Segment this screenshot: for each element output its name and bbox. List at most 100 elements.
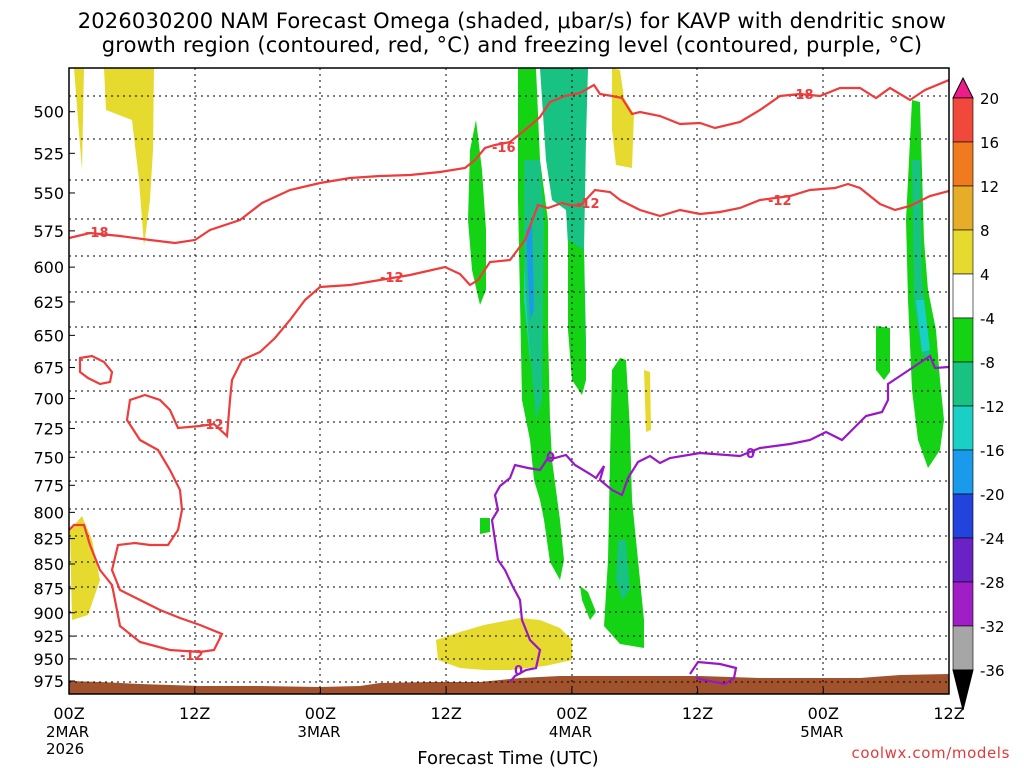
x-tick-label: 00Z bbox=[808, 704, 839, 723]
colorbar-arrow-top bbox=[952, 76, 974, 99]
dgz-contour-label: -12 bbox=[180, 649, 204, 664]
colorbar-label: -24 bbox=[980, 530, 1005, 548]
colorbar-swatch bbox=[952, 449, 974, 495]
x-tick-label: 12Z bbox=[933, 704, 964, 723]
plot-frame bbox=[68, 67, 950, 695]
dgz-contour bbox=[69, 182, 949, 654]
colorbar-label: -4 bbox=[980, 310, 995, 328]
chart-title-line1: 2026030200 NAM Forecast Omega (shaded, μ… bbox=[77, 9, 947, 33]
x-tick-year: 2026 bbox=[46, 740, 84, 758]
colorbar-swatch bbox=[952, 581, 974, 627]
x-tick-label: 12Z bbox=[430, 704, 461, 723]
omega-shade-teal bbox=[616, 540, 630, 600]
dgz-contour-label: -18 bbox=[790, 88, 814, 103]
omega-shade-green bbox=[580, 586, 596, 620]
colorbar-label: -16 bbox=[980, 442, 1005, 460]
colorbar: 20 16 12 8 4 -4 -8 -12 -16 -20 -24 -28 -32 -36 bbox=[952, 76, 1005, 711]
y-tick-label: 975 bbox=[33, 672, 64, 691]
y-tick-label: 875 bbox=[33, 580, 64, 599]
omega-shade-green bbox=[906, 100, 944, 468]
colorbar-swatch bbox=[952, 141, 974, 187]
omega-shade-green bbox=[468, 120, 486, 305]
omega-shade-green bbox=[480, 518, 490, 534]
colorbar-label: -12 bbox=[980, 398, 1005, 416]
x-tick-date: 4MAR bbox=[549, 723, 592, 741]
freezing-contour bbox=[490, 354, 949, 683]
credit-text: coolwx.com/models bbox=[851, 744, 1010, 762]
x-tick-date: 3MAR bbox=[297, 723, 340, 741]
omega-shade-teal bbox=[912, 160, 930, 360]
y-tick-label: 550 bbox=[33, 184, 64, 203]
dgz-contour-label: -12 bbox=[576, 197, 600, 212]
y-tick-label: 700 bbox=[33, 390, 64, 409]
omega-shade-green bbox=[876, 326, 890, 380]
omega-shade-green bbox=[604, 358, 644, 648]
y-tick-label: 725 bbox=[33, 419, 64, 438]
x-tick-label: 00Z bbox=[53, 704, 84, 723]
y-tick-label: 500 bbox=[33, 103, 64, 122]
omega-shade-blue bbox=[526, 222, 534, 320]
freezing-contour-label: 0 bbox=[746, 447, 755, 462]
colorbar-swatch bbox=[952, 537, 974, 583]
colorbar-swatch bbox=[952, 317, 974, 363]
dgz-contour-label: -16 bbox=[492, 141, 516, 156]
dgz-contour bbox=[78, 354, 114, 386]
y-tick-label: 825 bbox=[33, 530, 64, 549]
dgz-contour-label: -12 bbox=[200, 418, 224, 433]
colorbar-swatch bbox=[952, 229, 974, 275]
colorbar-swatch bbox=[952, 185, 974, 231]
y-tick-label: 925 bbox=[33, 627, 64, 646]
omega-shade-yellow bbox=[70, 516, 100, 620]
x-tick-label: 00Z bbox=[556, 704, 587, 723]
x-tick-label: 00Z bbox=[305, 704, 336, 723]
colorbar-label: -20 bbox=[980, 486, 1005, 504]
chart-title-line2: growth region (contoured, red, °C) and f… bbox=[101, 33, 923, 57]
x-tick-label: 12Z bbox=[682, 704, 713, 723]
colorbar-label: -36 bbox=[980, 662, 1005, 680]
y-tick-label: 575 bbox=[33, 222, 64, 241]
freezing-contour-label: 0 bbox=[546, 451, 555, 466]
terrain-ground bbox=[69, 674, 949, 694]
colorbar-label: -8 bbox=[980, 354, 995, 372]
colorbar-swatch bbox=[952, 493, 974, 539]
omega-shade-teal bbox=[524, 160, 544, 420]
omega-shade-yellow bbox=[104, 68, 154, 246]
omega-shade-yellow bbox=[644, 370, 651, 432]
freezing-contour bbox=[689, 660, 738, 686]
x-axis-label: Forecast Time (UTC) bbox=[417, 748, 598, 768]
colorbar-swatch bbox=[952, 97, 974, 143]
colorbar-label: -32 bbox=[980, 618, 1005, 636]
y-tick-label: 600 bbox=[33, 258, 64, 277]
colorbar-label: 12 bbox=[980, 178, 999, 196]
colorbar-arrow-bottom bbox=[952, 669, 974, 711]
dgz-contour-label: -18 bbox=[85, 226, 109, 241]
omega-shade-yellow bbox=[436, 618, 572, 670]
y-tick-label: 525 bbox=[33, 144, 64, 163]
y-tick-label: 675 bbox=[33, 359, 64, 378]
omega-shade-yellow bbox=[612, 68, 634, 168]
colorbar-swatch bbox=[952, 405, 974, 451]
dgz-contour-label: -12 bbox=[380, 271, 404, 286]
y-tick-label: 750 bbox=[33, 448, 64, 467]
freezing-contour-label: 0 bbox=[514, 664, 523, 679]
colorbar-swatch bbox=[952, 273, 974, 319]
colorbar-label: 4 bbox=[980, 266, 990, 284]
y-tick-label: 850 bbox=[33, 555, 64, 574]
y-tick-label: 900 bbox=[33, 604, 64, 623]
omega-shade-yellow bbox=[74, 68, 84, 170]
x-tick-date: 2MAR bbox=[46, 723, 89, 741]
y-tick-label: 800 bbox=[33, 503, 64, 522]
colorbar-label: 8 bbox=[980, 222, 990, 240]
colorbar-label: -28 bbox=[980, 574, 1005, 592]
y-tick-label: 775 bbox=[33, 476, 64, 495]
omega-shade-green bbox=[568, 240, 586, 395]
y-tick-label: 625 bbox=[33, 293, 64, 312]
dgz-contour-label: -12 bbox=[768, 194, 792, 209]
omega-shade-teal bbox=[916, 300, 930, 352]
y-tick-label: 950 bbox=[33, 650, 64, 669]
colorbar-swatch bbox=[952, 625, 974, 671]
colorbar-swatch bbox=[952, 361, 974, 407]
x-tick-label: 12Z bbox=[179, 704, 210, 723]
colorbar-label: 20 bbox=[980, 90, 999, 108]
